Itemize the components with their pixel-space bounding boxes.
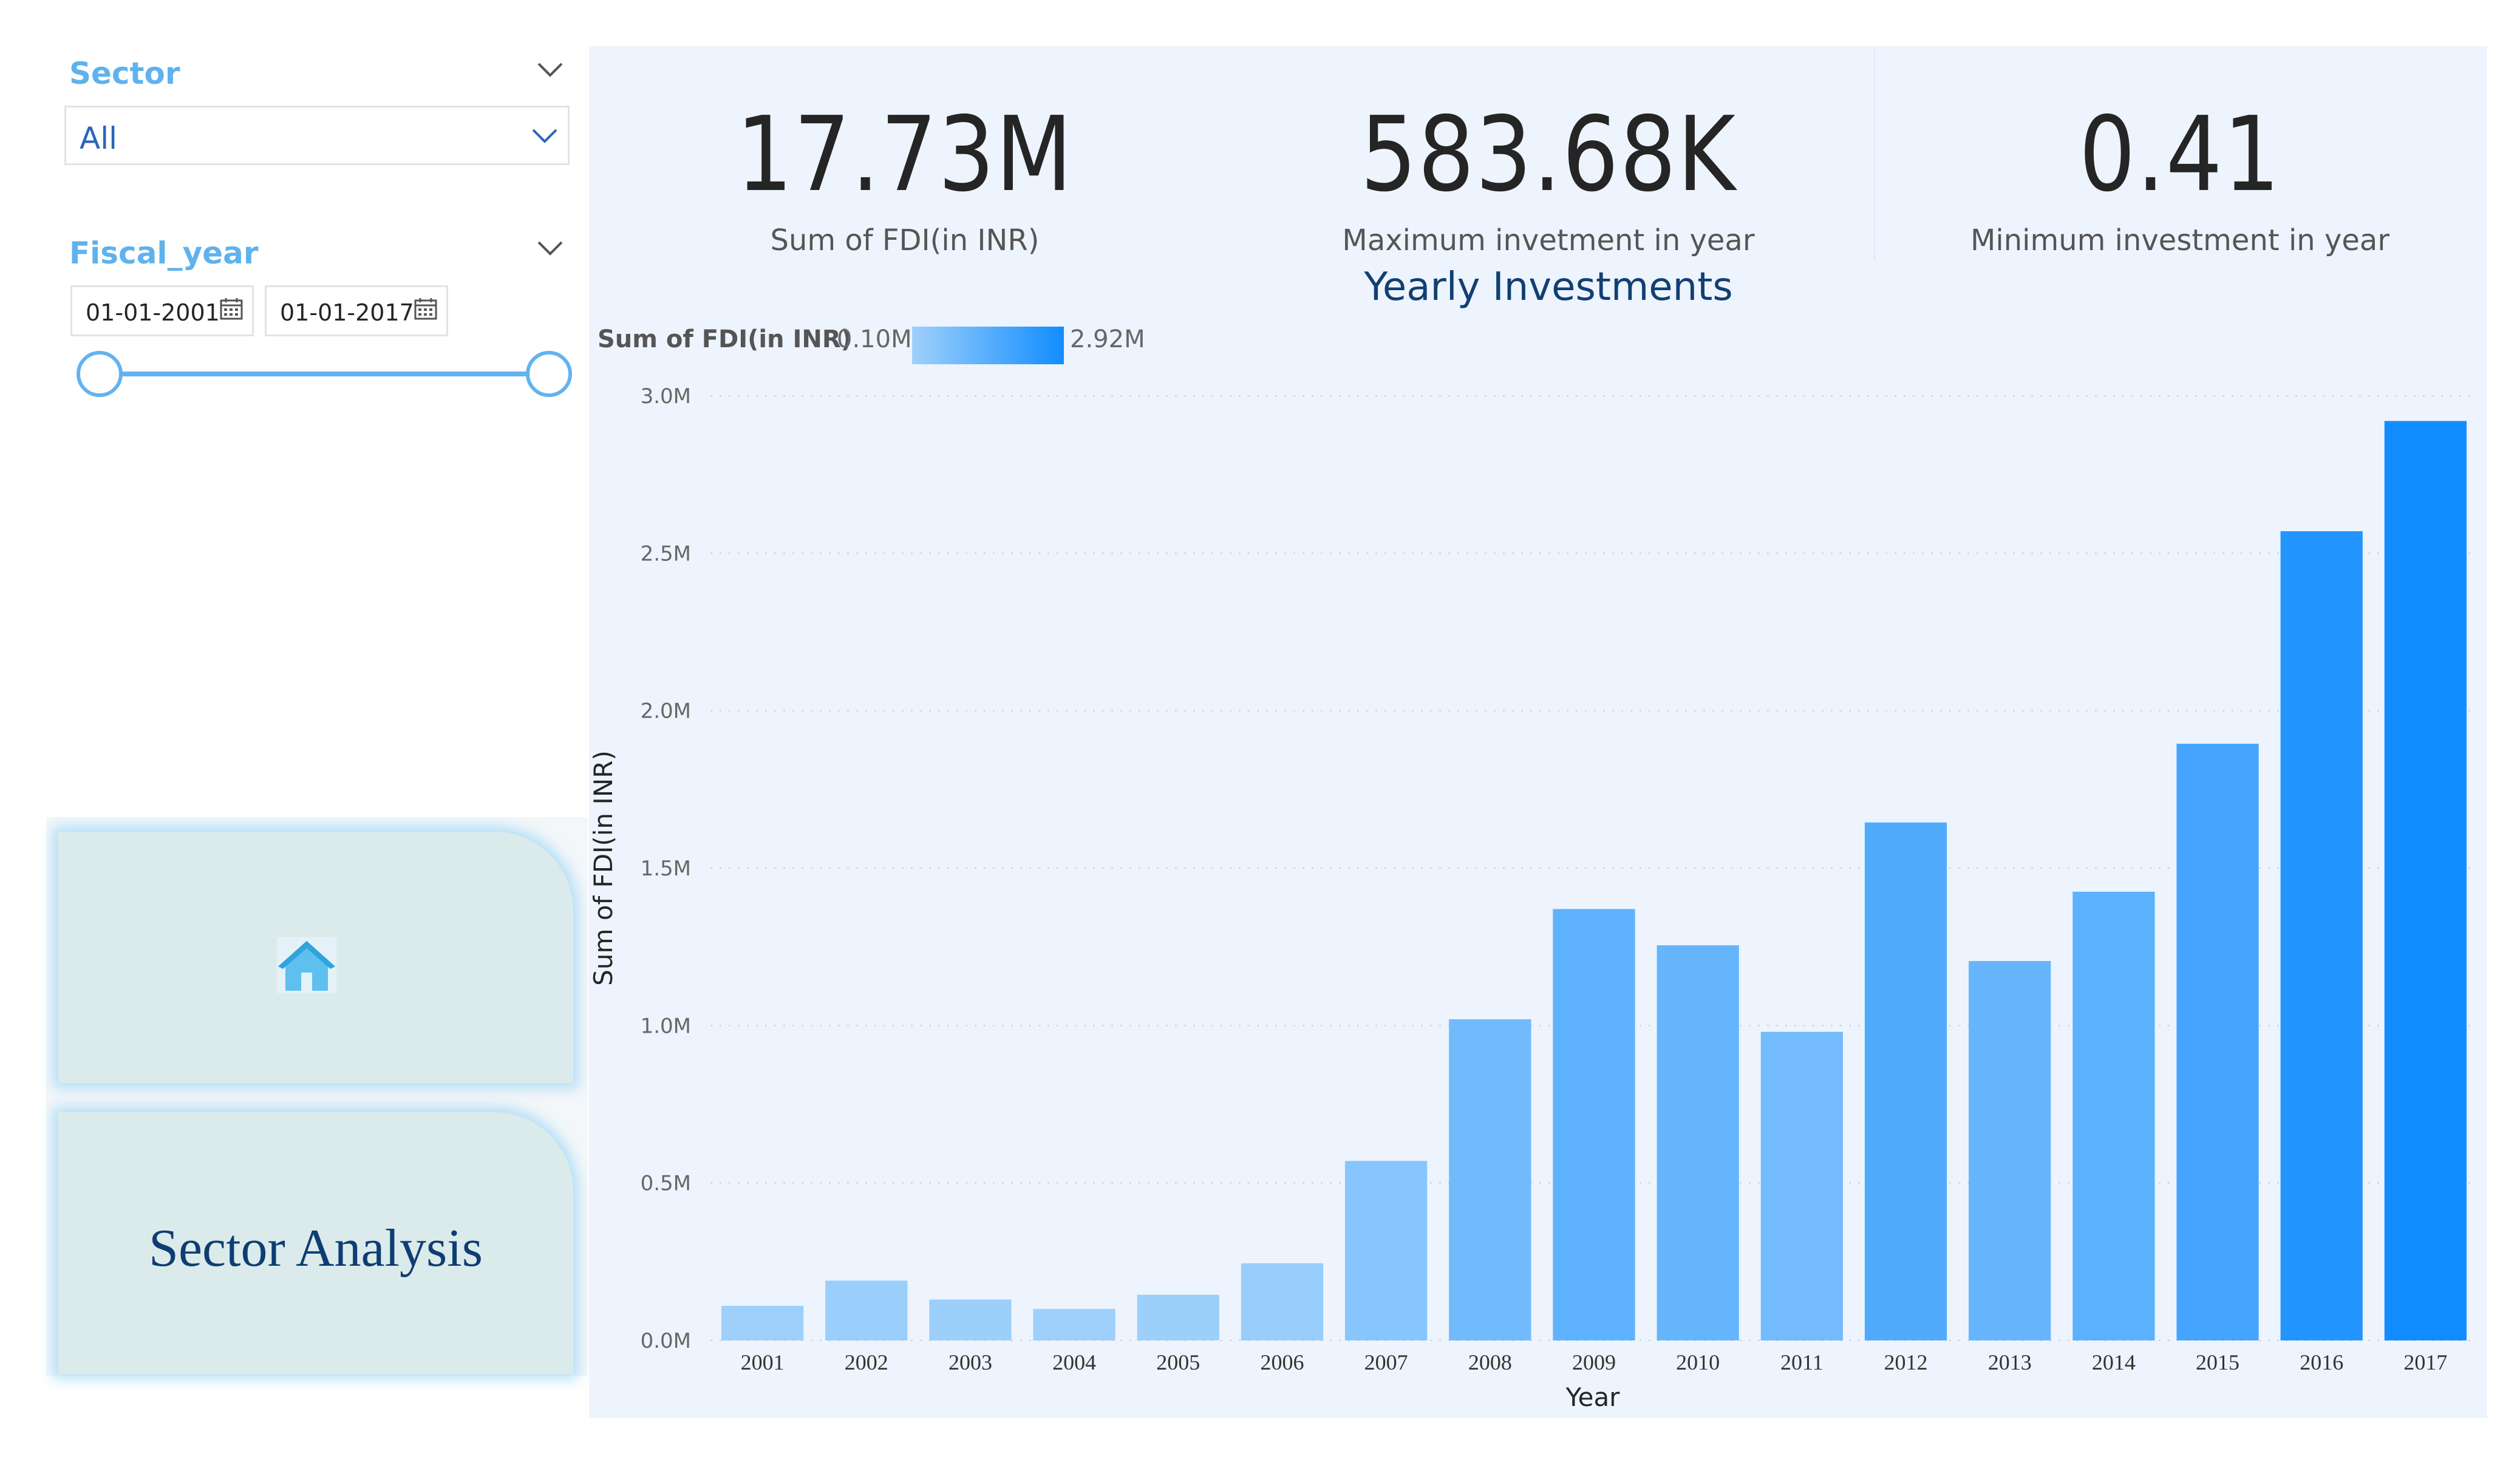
x-tick-label: 2007: [1364, 1350, 1408, 1374]
bar-2014[interactable]: [2072, 891, 2155, 1340]
home-button[interactable]: [58, 832, 573, 1083]
y-tick-label: 0.0M: [641, 1329, 691, 1353]
x-tick-label: 2013: [1988, 1350, 2032, 1374]
bar-2015[interactable]: [2176, 744, 2259, 1340]
bar-2009[interactable]: [1553, 909, 1635, 1340]
kpi-min-label: Minimum investment in year: [1970, 223, 2390, 257]
bar-2005[interactable]: [1137, 1294, 1219, 1340]
y-tick-label: 3.0M: [641, 384, 691, 409]
x-tick-label: 2012: [1884, 1350, 1928, 1374]
x-axis-title: Year: [1565, 1382, 1621, 1412]
y-axis-title: Sum of FDI(in INR): [589, 750, 618, 986]
legend-gradient-bar: [912, 327, 1064, 364]
y-tick-label: 2.5M: [641, 542, 691, 566]
y-tick-label: 1.5M: [641, 857, 691, 881]
x-tick-label: 2009: [1572, 1350, 1616, 1374]
home-icon: [277, 937, 336, 993]
y-tick-label: 2.0M: [641, 699, 691, 724]
sector-slicer-title: Sector: [69, 56, 180, 91]
bar-2010[interactable]: [1657, 945, 1739, 1340]
x-tick-label: 2002: [845, 1350, 888, 1374]
chevron-down-icon: [532, 129, 557, 143]
bar-2001[interactable]: [721, 1305, 804, 1340]
bar-2002[interactable]: [825, 1280, 908, 1340]
start-date-value: 01-01-2001: [86, 299, 220, 326]
x-tick-label: 2010: [1676, 1350, 1720, 1374]
bar-2007[interactable]: [1345, 1161, 1428, 1340]
kpi-min-value: 0.41: [2079, 95, 2281, 215]
bar-2011[interactable]: [1760, 1031, 1843, 1340]
bar-2003[interactable]: [929, 1299, 1012, 1340]
report-panel: [589, 46, 2487, 1418]
start-date-input[interactable]: 01-01-2001: [70, 285, 254, 336]
fiscal-year-slider-track[interactable]: [100, 372, 549, 376]
sector-analysis-button[interactable]: Sector Analysis: [58, 1112, 573, 1374]
x-tick-label: 2008: [1468, 1350, 1512, 1374]
chart-legend: Sum of FDI(in INR) 0.10M 2.92M: [598, 325, 1145, 364]
x-tick-label: 2004: [1052, 1350, 1096, 1374]
yearly-investments-chart: Sum of FDI(in INR) 0.10M 2.92M 0.0M 0.5M 1…: [589, 325, 2477, 1412]
legend-series-name: Sum of FDI(in INR): [598, 325, 852, 353]
x-tick-label: 2005: [1156, 1350, 1200, 1374]
sector-dropdown-value: All: [80, 121, 117, 156]
kpi-divider: [1874, 47, 1875, 260]
kpi-card-min: 0.41 Minimum investment in year: [1907, 103, 2453, 257]
kpi-total-label: Sum of FDI(in INR): [770, 223, 1040, 257]
end-date-input[interactable]: 01-01-2017: [265, 285, 448, 336]
legend-max-label: 2.92M: [1070, 325, 1145, 353]
kpi-max-value: 583.68K: [1360, 95, 1737, 215]
x-tick-label: 2015: [2196, 1350, 2239, 1374]
x-tick-label: 2017: [2403, 1350, 2447, 1374]
legend-min-label: 0.10M: [837, 325, 912, 353]
kpi-total-value: 17.73M: [736, 95, 1074, 215]
x-tick-label: 2016: [2300, 1350, 2343, 1374]
x-tick-label: 2001: [741, 1350, 785, 1374]
calendar-icon[interactable]: [414, 297, 438, 321]
sector-dropdown[interactable]: All: [64, 106, 570, 165]
y-tick-label: 0.5M: [641, 1172, 691, 1196]
x-tick-label: 2003: [948, 1350, 992, 1374]
kpi-card-total: 17.73M Sum of FDI(in INR): [632, 103, 1178, 257]
bar-2008[interactable]: [1449, 1019, 1531, 1340]
bar-2016[interactable]: [2280, 531, 2363, 1341]
sector-analysis-label: Sector Analysis: [149, 1219, 483, 1278]
bar-2013[interactable]: [1969, 961, 2051, 1340]
bar-2017[interactable]: [2384, 421, 2467, 1340]
slider-end-handle[interactable]: [526, 351, 572, 397]
bar-2012[interactable]: [1864, 822, 1947, 1340]
x-tick-label: 2014: [2092, 1350, 2136, 1374]
end-date-value: 01-01-2017: [280, 299, 414, 326]
chart-title: Yearly Investments: [1364, 265, 1733, 310]
chevron-down-icon[interactable]: [537, 239, 564, 257]
y-tick-label: 1.0M: [641, 1014, 691, 1038]
bar-2006[interactable]: [1241, 1263, 1324, 1340]
kpi-card-max: 583.68K Maximum invetment in year: [1263, 103, 1834, 257]
slider-start-handle[interactable]: [77, 351, 123, 397]
kpi-max-label: Maximum invetment in year: [1342, 223, 1755, 257]
calendar-icon[interactable]: [219, 297, 243, 321]
chevron-down-icon[interactable]: [537, 61, 564, 79]
x-tick-label: 2006: [1260, 1350, 1304, 1374]
fiscal-year-slicer-title: Fiscal_year: [69, 236, 259, 271]
x-tick-label: 2011: [1780, 1350, 1824, 1374]
bar-2004[interactable]: [1033, 1309, 1115, 1340]
